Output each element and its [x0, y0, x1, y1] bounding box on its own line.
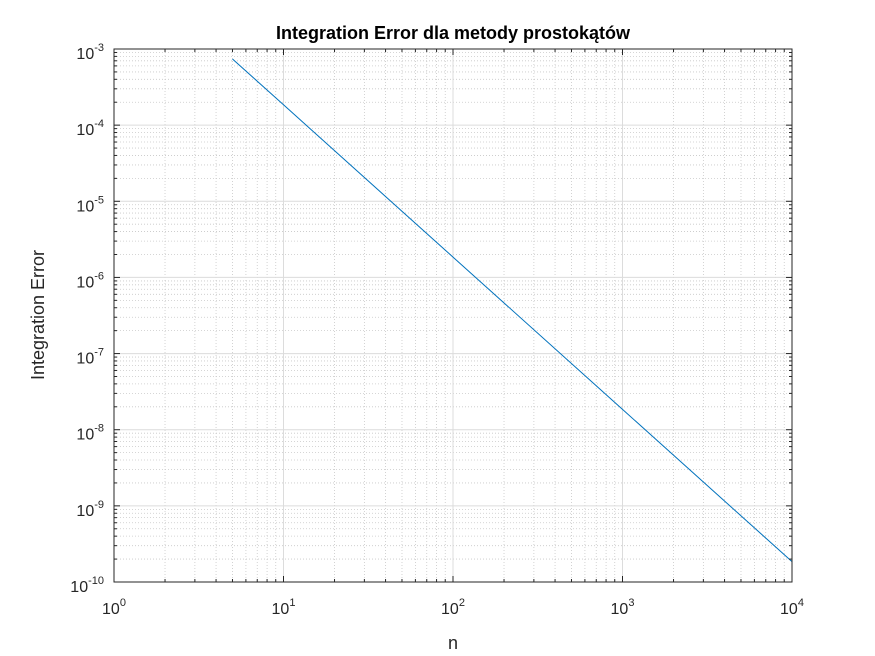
- y-tick-label: 10-3: [76, 42, 104, 63]
- x-tick-label: 104: [780, 597, 804, 618]
- x-tick-label: 103: [611, 597, 635, 618]
- x-tick-label: 101: [272, 597, 296, 618]
- x-tick-label: 100: [102, 597, 126, 618]
- y-tick-label: 10-9: [76, 499, 104, 520]
- y-tick-label: 10-4: [76, 118, 104, 139]
- y-tick-labels: 10-10 10-9 10-8 10-7 10-6 10-5 10-4 10-3: [70, 42, 104, 596]
- y-tick-label: 10-8: [76, 423, 104, 444]
- series-layer: [232, 58, 793, 563]
- x-tick-label: 102: [441, 597, 465, 618]
- x-tick-labels: 100 101 102 103 104: [102, 597, 804, 618]
- y-tick-label: 10-10: [70, 575, 104, 596]
- y-tick-label: 10-7: [76, 347, 104, 368]
- y-axis-label: Integration Error: [28, 250, 48, 380]
- tick-marks: [113, 48, 793, 583]
- chart-title: Integration Error dla metody prostokątów: [276, 23, 631, 43]
- x-axis-label: n: [448, 633, 458, 653]
- y-tick-label: 10-5: [76, 194, 104, 215]
- series-line: [232, 58, 793, 563]
- y-tick-label: 10-6: [76, 270, 104, 291]
